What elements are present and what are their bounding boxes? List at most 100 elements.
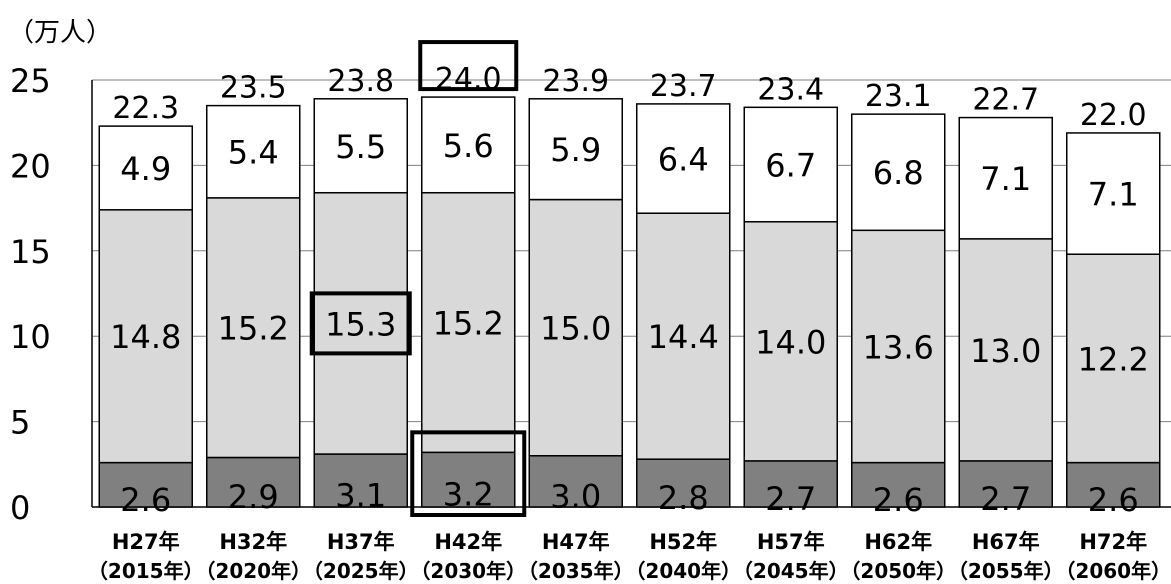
segment-value-label: 14.4: [648, 318, 719, 356]
segment-value-label: 5.6: [443, 127, 494, 165]
x-tick-sublabel: （2020年）: [195, 559, 311, 583]
total-value-label: 22.7: [972, 83, 1039, 118]
segment-value-label: 2.8: [658, 479, 709, 517]
bar-segment: [743, 221, 838, 462]
bar-segment: [636, 458, 731, 508]
x-tick-sublabel: （2060年）: [1055, 559, 1171, 583]
y-tick-label: 10: [10, 318, 51, 356]
bar-segment: [851, 113, 946, 232]
bar-segment: [528, 455, 623, 508]
total-value-label: 23.9: [542, 64, 609, 99]
bar-segment: [743, 106, 838, 223]
bar-segment: [98, 461, 193, 508]
segment-value-label: 6.7: [765, 147, 816, 185]
segment-value-label: 2.6: [120, 481, 171, 519]
segment-value-label: 2.6: [873, 481, 924, 519]
bar-segment: [98, 125, 193, 211]
highlight-box: [418, 40, 519, 92]
segment-value-label: 6.4: [658, 141, 709, 179]
segment-value-label: 15.2: [433, 305, 504, 343]
segment-value-label: 15.2: [218, 310, 289, 348]
highlight-box: [410, 430, 527, 517]
bar-segment: [421, 96, 516, 194]
y-tick-label: 25: [10, 62, 51, 100]
segment-value-label: 6.8: [873, 154, 924, 192]
bar-segment: [1066, 253, 1161, 464]
segment-value-label: 7.1: [1088, 176, 1139, 214]
x-tick-label: H52年: [649, 530, 717, 554]
total-value-label: 23.1: [865, 79, 932, 114]
bar-segment: [958, 238, 1053, 462]
bar-segment: [528, 198, 623, 457]
total-value-label: 22.3: [112, 91, 179, 126]
segment-value-label: 2.7: [980, 480, 1031, 518]
bar-segment: [851, 229, 946, 464]
x-tick-sublabel: （2030年）: [410, 559, 526, 583]
segment-value-label: 2.6: [1088, 481, 1139, 519]
x-tick-label: H37年: [327, 530, 395, 554]
segment-value-label: 14.0: [755, 323, 826, 361]
bar-segment: [206, 456, 301, 508]
x-tick-sublabel: （2055年）: [948, 559, 1064, 583]
total-value-label: 23.8: [327, 64, 394, 99]
segment-value-label: 13.6: [863, 328, 934, 366]
x-tick-sublabel: （2035年）: [518, 559, 634, 583]
segment-value-label: 15.0: [540, 310, 611, 348]
x-axis: H27年 （2015年） H32年 （2020年） H37年 （2025年） H42年 （20…: [88, 530, 1171, 583]
bar-segment: [958, 116, 1053, 240]
segment-value-label: 15.3: [325, 305, 396, 343]
y-axis-unit-label: （万人）: [8, 18, 113, 48]
segment-value-label: 5.4: [228, 134, 279, 172]
segment-value-label: 7.1: [980, 160, 1031, 198]
highlight-box: [309, 291, 412, 356]
segment-value-label: 2.9: [228, 478, 279, 516]
x-tick-label: H47年: [542, 530, 610, 554]
bar-segment: [958, 460, 1053, 508]
segment-value-label: 13.0: [970, 332, 1041, 370]
y-tick-label: 0: [10, 489, 30, 527]
x-tick-label: H57年: [757, 530, 825, 554]
x-tick-label: H42年: [434, 530, 502, 554]
bar-segment: [1066, 132, 1161, 255]
total-value-label: 22.0: [1080, 98, 1147, 133]
x-tick-label: H32年: [219, 530, 287, 554]
bar-segment: [421, 191, 516, 454]
x-tick-label: H62年: [864, 530, 932, 554]
x-tick-label: H67年: [972, 530, 1040, 554]
x-tick-sublabel: （2050年）: [840, 559, 956, 583]
segment-value-label: 3.2: [443, 476, 494, 514]
bar-segment: [313, 191, 408, 455]
bar-segment: [636, 212, 731, 460]
segment-value-label: 4.9: [120, 150, 171, 188]
segment-value-label: 3.1: [335, 477, 386, 515]
segment-value-label: 2.7: [765, 480, 816, 518]
bar-segment: [851, 461, 946, 508]
total-value-label: 23.7: [650, 69, 717, 104]
bar-segment: [206, 104, 301, 199]
y-tick-label: 5: [10, 404, 30, 442]
segment-value-label: 5.5: [335, 128, 386, 166]
bar-segment: [743, 460, 838, 508]
segment-value-label: 5.9: [550, 131, 601, 169]
x-tick-sublabel: （2015年）: [88, 559, 204, 583]
bar-segment: [528, 98, 623, 201]
bar-segment: [206, 197, 301, 459]
x-tick-sublabel: （2025年）: [303, 559, 419, 583]
segment-value-label: 14.8: [110, 318, 181, 356]
bar-segment: [313, 98, 408, 194]
data-labels: 2.6 14.8 4.9 22.3 2.9 15.2 5.4 23.5 3.1 15.3 5.5 23…: [110, 62, 1149, 519]
y-tick-label: 15: [10, 233, 51, 271]
x-tick-sublabel: （2045年）: [733, 559, 849, 583]
bar-segment: [313, 453, 408, 508]
x-tick-sublabel: （2040年）: [625, 559, 741, 583]
segment-value-label: 12.2: [1078, 340, 1149, 378]
highlight-boxes: [309, 40, 527, 517]
total-value-label: 23.4: [757, 72, 824, 107]
segment-value-label: 3.0: [550, 477, 601, 515]
bar-segment: [636, 103, 731, 214]
bars: [98, 96, 1161, 508]
y-tick-label: 20: [10, 147, 51, 185]
total-value-label: 23.5: [220, 71, 287, 106]
x-tick-label: H27年: [112, 530, 180, 554]
